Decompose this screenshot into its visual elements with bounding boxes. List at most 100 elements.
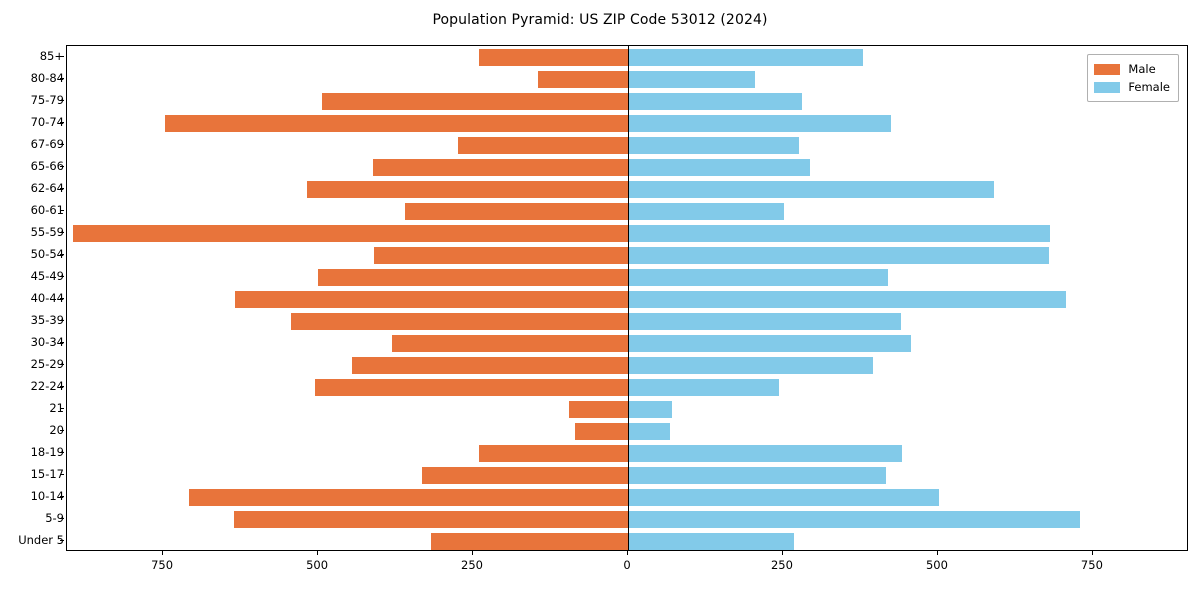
bar-female bbox=[628, 488, 939, 506]
y-axis-tick-label: 80-84 bbox=[30, 71, 64, 85]
y-axis-tick-label: 45-49 bbox=[30, 269, 64, 283]
y-axis-tick-label: 35-39 bbox=[30, 313, 64, 327]
y-axis-tick-mark bbox=[60, 144, 64, 145]
bar-male bbox=[234, 510, 628, 528]
y-axis-tick-label: 50-54 bbox=[30, 247, 64, 261]
y-axis-tick-mark bbox=[60, 364, 64, 365]
bar-female bbox=[628, 334, 911, 352]
y-axis-labels: 85+ 80-84 75-79 70-74 67-69 65-66 62-64 60-61 55… bbox=[0, 45, 64, 551]
x-axis-tick-mark bbox=[936, 551, 938, 555]
bar-male bbox=[234, 290, 628, 308]
legend-swatch-female bbox=[1094, 81, 1121, 93]
bar-female bbox=[628, 400, 672, 418]
y-axis-tick-mark bbox=[60, 342, 64, 343]
bar-male bbox=[189, 488, 628, 506]
bar-female bbox=[628, 510, 1080, 528]
x-axis-tick-mark bbox=[317, 551, 319, 555]
chart-title: Population Pyramid: US ZIP Code 53012 (2… bbox=[432, 12, 768, 28]
zero-axis-line bbox=[628, 46, 629, 550]
y-axis-tick-mark bbox=[60, 166, 64, 167]
x-axis-labels: 750 500 250 0 250 500 750 bbox=[66, 551, 1188, 591]
y-axis-tick-mark bbox=[60, 122, 64, 123]
bar-female bbox=[628, 422, 671, 440]
bar-male bbox=[73, 224, 628, 242]
bar-female bbox=[628, 180, 994, 198]
y-axis-tick-label: 40-44 bbox=[30, 291, 64, 305]
x-axis-tick-mark bbox=[162, 551, 164, 555]
y-axis-tick-mark bbox=[60, 232, 64, 233]
legend-label-male: Male bbox=[1128, 62, 1156, 76]
legend-label-female: Female bbox=[1128, 80, 1170, 94]
y-axis-tick-label: 67-69 bbox=[30, 137, 64, 151]
x-axis-tick-label: 250 bbox=[770, 558, 793, 572]
bar-male bbox=[479, 444, 628, 462]
x-axis-tick-label: 0 bbox=[623, 558, 631, 572]
bar-male bbox=[373, 246, 628, 264]
x-axis-tick-mark bbox=[781, 551, 783, 555]
y-axis-tick-mark bbox=[60, 474, 64, 475]
bar-female bbox=[628, 444, 902, 462]
legend-item-male: Male bbox=[1094, 60, 1170, 78]
y-axis-tick-mark bbox=[60, 496, 64, 497]
bar-male bbox=[430, 532, 628, 550]
bar-male bbox=[404, 202, 628, 220]
bar-female bbox=[628, 268, 888, 286]
x-axis-tick-label: 750 bbox=[1080, 558, 1103, 572]
bar-female bbox=[628, 202, 785, 220]
y-axis-tick-label: 22-24 bbox=[30, 379, 64, 393]
y-axis-tick-mark bbox=[60, 78, 64, 79]
bar-male bbox=[569, 400, 628, 418]
y-axis-tick-label: 70-74 bbox=[30, 115, 64, 129]
x-axis-tick-mark bbox=[627, 551, 628, 555]
bar-male bbox=[306, 180, 628, 198]
bar-male bbox=[291, 312, 628, 330]
bar-female bbox=[628, 246, 1049, 264]
bar-female bbox=[628, 48, 863, 66]
x-axis-tick-label: 750 bbox=[151, 558, 174, 572]
bar-male bbox=[575, 422, 628, 440]
y-axis-tick-label: 25-29 bbox=[30, 357, 64, 371]
y-axis-tick-label: 30-34 bbox=[30, 335, 64, 349]
bar-female bbox=[628, 290, 1066, 308]
bar-male bbox=[479, 48, 628, 66]
plot-area: Male Female bbox=[66, 45, 1188, 551]
y-axis-tick-mark bbox=[60, 408, 64, 409]
y-axis-tick-label: 18-19 bbox=[30, 445, 64, 459]
x-axis-tick-mark bbox=[1091, 551, 1093, 555]
x-axis-tick-label: 500 bbox=[306, 558, 329, 572]
bar-female bbox=[628, 532, 795, 550]
x-axis-tick-label: 250 bbox=[461, 558, 483, 572]
bar-male bbox=[352, 356, 628, 374]
y-axis-tick-mark bbox=[60, 452, 64, 453]
bars-container bbox=[67, 46, 1187, 550]
y-axis-tick-mark bbox=[60, 540, 64, 541]
chart-legend: Male Female bbox=[1087, 54, 1179, 102]
bar-male bbox=[372, 158, 628, 176]
y-axis-tick-mark bbox=[60, 210, 64, 211]
x-axis-tick-label: 500 bbox=[925, 558, 948, 572]
legend-item-female: Female bbox=[1094, 78, 1170, 96]
y-axis-tick-label: 15-17 bbox=[30, 467, 64, 481]
bar-female bbox=[628, 224, 1050, 242]
legend-swatch-male bbox=[1094, 63, 1121, 75]
y-axis-tick-mark bbox=[60, 276, 64, 277]
y-axis-tick-mark bbox=[60, 188, 64, 189]
y-axis-tick-label: Under 5 bbox=[18, 533, 64, 547]
y-axis-tick-label: 55-59 bbox=[30, 225, 64, 239]
bar-female bbox=[628, 356, 873, 374]
y-axis-tick-label: 60-61 bbox=[30, 203, 64, 217]
bar-female bbox=[628, 136, 800, 154]
bar-female bbox=[628, 378, 779, 396]
y-axis-tick-label: 62-64 bbox=[30, 181, 64, 195]
bar-male bbox=[318, 268, 628, 286]
y-axis-tick-mark bbox=[60, 56, 64, 57]
y-axis-tick-label: 10-14 bbox=[30, 489, 64, 503]
bar-male bbox=[164, 114, 628, 132]
y-axis-tick-mark bbox=[60, 430, 64, 431]
y-axis-tick-mark bbox=[60, 320, 64, 321]
bar-male bbox=[458, 136, 628, 154]
bar-male bbox=[392, 334, 628, 352]
bar-female bbox=[628, 70, 756, 88]
bar-male bbox=[538, 70, 628, 88]
